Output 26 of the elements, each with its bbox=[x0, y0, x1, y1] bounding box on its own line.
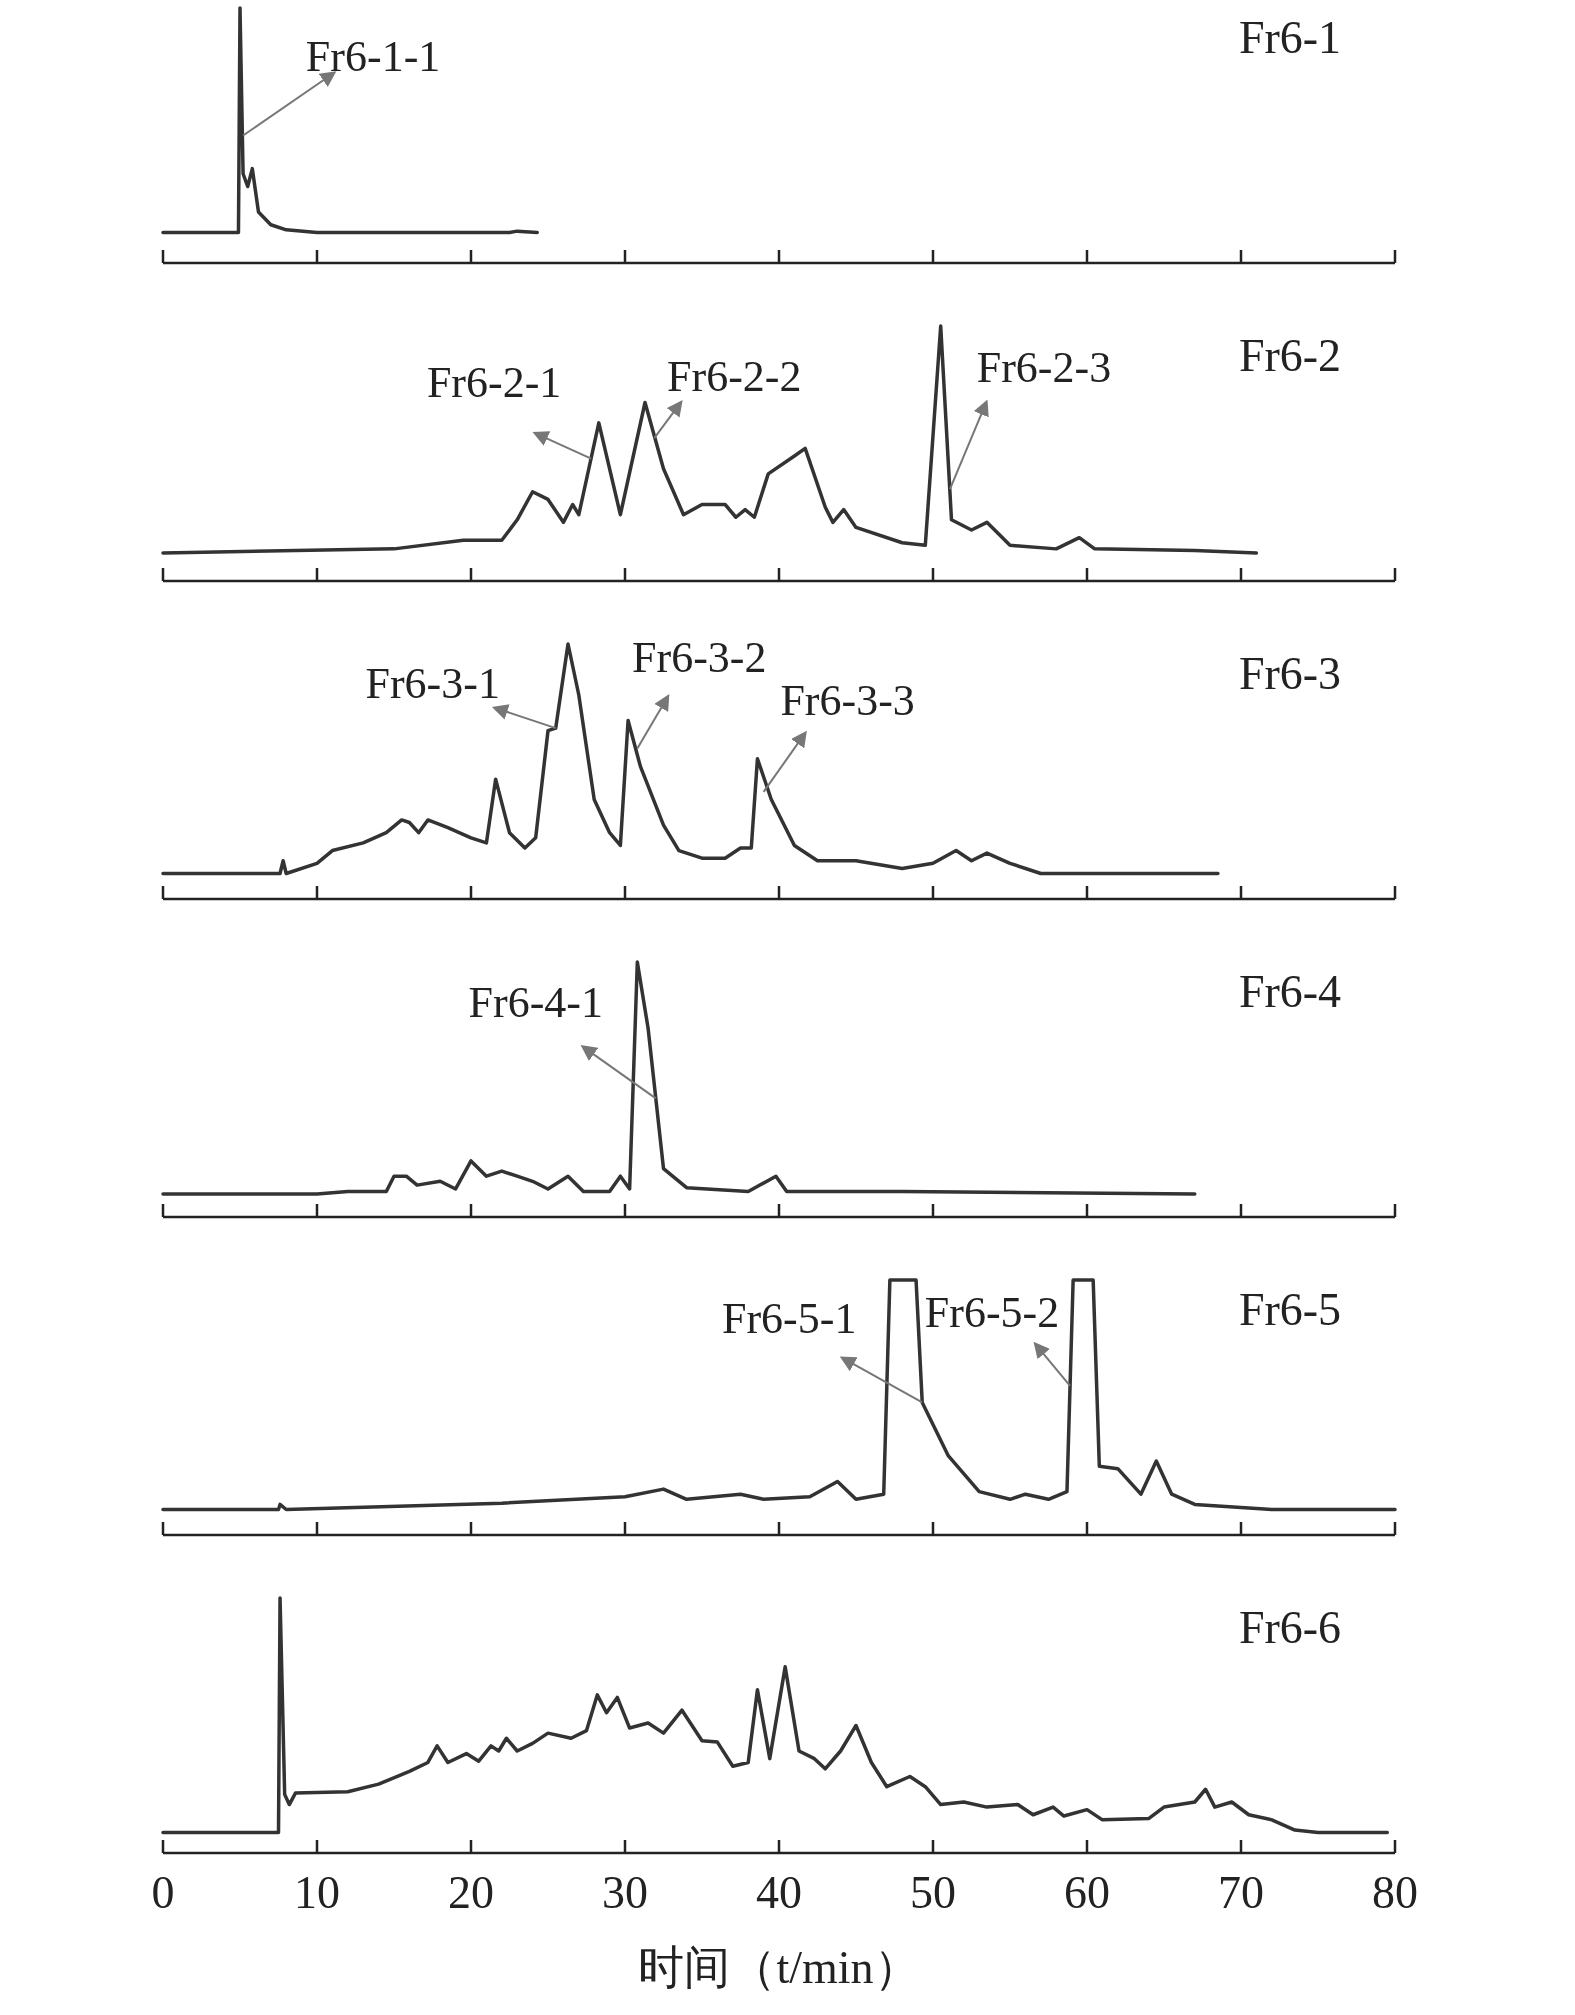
x-tick-label: 70 bbox=[1218, 1867, 1264, 1918]
x-tick-label: 20 bbox=[448, 1867, 494, 1918]
chart-title: Fr6-4 bbox=[1238, 966, 1342, 1017]
annotation: Fr6-2-3 bbox=[976, 343, 1112, 393]
x-tick-label: 0 bbox=[151, 1867, 175, 1918]
x-tick-label: 60 bbox=[1064, 1867, 1110, 1918]
annotation: Fr6-2-2 bbox=[667, 352, 802, 402]
chart-title: Fr6-3 bbox=[1238, 648, 1342, 699]
x-axis-title: 时间（t/min） bbox=[638, 1942, 920, 1993]
annotation: Fr6-3-1 bbox=[365, 659, 500, 709]
annotation: Fr6-3-3 bbox=[780, 675, 915, 725]
annotation: Fr6-5-1 bbox=[722, 1294, 857, 1344]
annotation: Fr6-1-1 bbox=[305, 31, 441, 81]
x-tick-label: 80 bbox=[1372, 1867, 1418, 1918]
x-tick-label: 40 bbox=[756, 1867, 802, 1918]
x-tick-label: 10 bbox=[294, 1867, 340, 1918]
chart-title: Fr6-5 bbox=[1238, 1284, 1342, 1335]
annotation: Fr6-5-2 bbox=[924, 1287, 1060, 1337]
chart-title: Fr6-2 bbox=[1238, 330, 1342, 381]
chart-title: Fr6-1 bbox=[1238, 12, 1342, 63]
annotation: Fr6-3-2 bbox=[632, 632, 767, 682]
annotation: Fr6-2-1 bbox=[426, 357, 562, 407]
annotation: Fr6-4-1 bbox=[468, 978, 604, 1028]
chart-title: Fr6-6 bbox=[1238, 1602, 1342, 1653]
x-tick-label: 50 bbox=[910, 1867, 956, 1918]
x-tick-label: 30 bbox=[602, 1867, 648, 1918]
